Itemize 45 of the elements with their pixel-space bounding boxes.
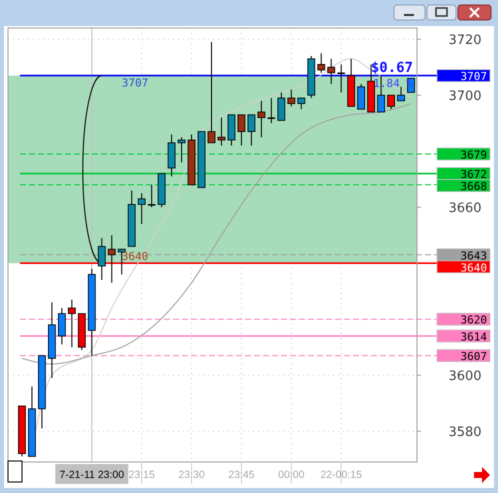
candlestick bbox=[218, 117, 226, 146]
y-tick-label: 3700 bbox=[448, 89, 482, 104]
y-tick-label: 3660 bbox=[448, 201, 482, 216]
candlestick bbox=[327, 58, 336, 84]
candlestick bbox=[178, 136, 186, 163]
ref-line-label: 3620 bbox=[460, 314, 487, 327]
candlestick bbox=[357, 84, 366, 110]
candlestick bbox=[248, 114, 256, 146]
annotation: $0.67 bbox=[370, 60, 413, 76]
ref-line-label: 3672 bbox=[460, 168, 487, 182]
candlestick bbox=[257, 100, 266, 138]
candlestick bbox=[98, 238, 106, 280]
x-tick-label: 23:30 bbox=[178, 469, 205, 481]
candlestick bbox=[297, 98, 306, 110]
ref-line-label: 3640 bbox=[460, 261, 487, 274]
x-tick-label: 22-00:15 bbox=[320, 469, 362, 481]
x-tick-label: 00:00 bbox=[278, 469, 305, 481]
ref-line-label: 3643 bbox=[460, 249, 487, 262]
candlestick bbox=[337, 64, 345, 93]
candlestick bbox=[208, 42, 216, 144]
ref-line-label: 3607 bbox=[460, 350, 487, 364]
candlestick bbox=[277, 92, 286, 121]
y-tick-label: 3720 bbox=[448, 33, 482, 48]
candlestick bbox=[68, 299, 76, 348]
candlestick bbox=[108, 234, 116, 284]
ref-line-label: 3668 bbox=[460, 180, 487, 194]
x-tick-label: 7-21-11 23:00 bbox=[59, 469, 124, 481]
candlestick bbox=[148, 184, 156, 208]
annotation: 3707 bbox=[122, 76, 148, 90]
candlestick bbox=[138, 192, 146, 224]
ref-line-label: 3679 bbox=[460, 148, 487, 162]
candlestick bbox=[268, 98, 276, 124]
y-tick-label: 3580 bbox=[448, 425, 482, 440]
x-tick-label: 23:15 bbox=[128, 469, 155, 481]
candlestick bbox=[238, 114, 246, 146]
ref-line-label: 3614 bbox=[460, 330, 488, 344]
x-tick-label: 23:45 bbox=[228, 469, 255, 481]
candlestick bbox=[387, 94, 395, 110]
candlestick bbox=[317, 52, 326, 74]
annotation: 3640 bbox=[122, 250, 148, 264]
y-tick-label: 3600 bbox=[448, 369, 482, 384]
ref-line-label: 3707 bbox=[460, 70, 487, 84]
candlestick bbox=[58, 308, 66, 345]
candlestick bbox=[397, 86, 405, 102]
candlestick bbox=[287, 89, 296, 107]
